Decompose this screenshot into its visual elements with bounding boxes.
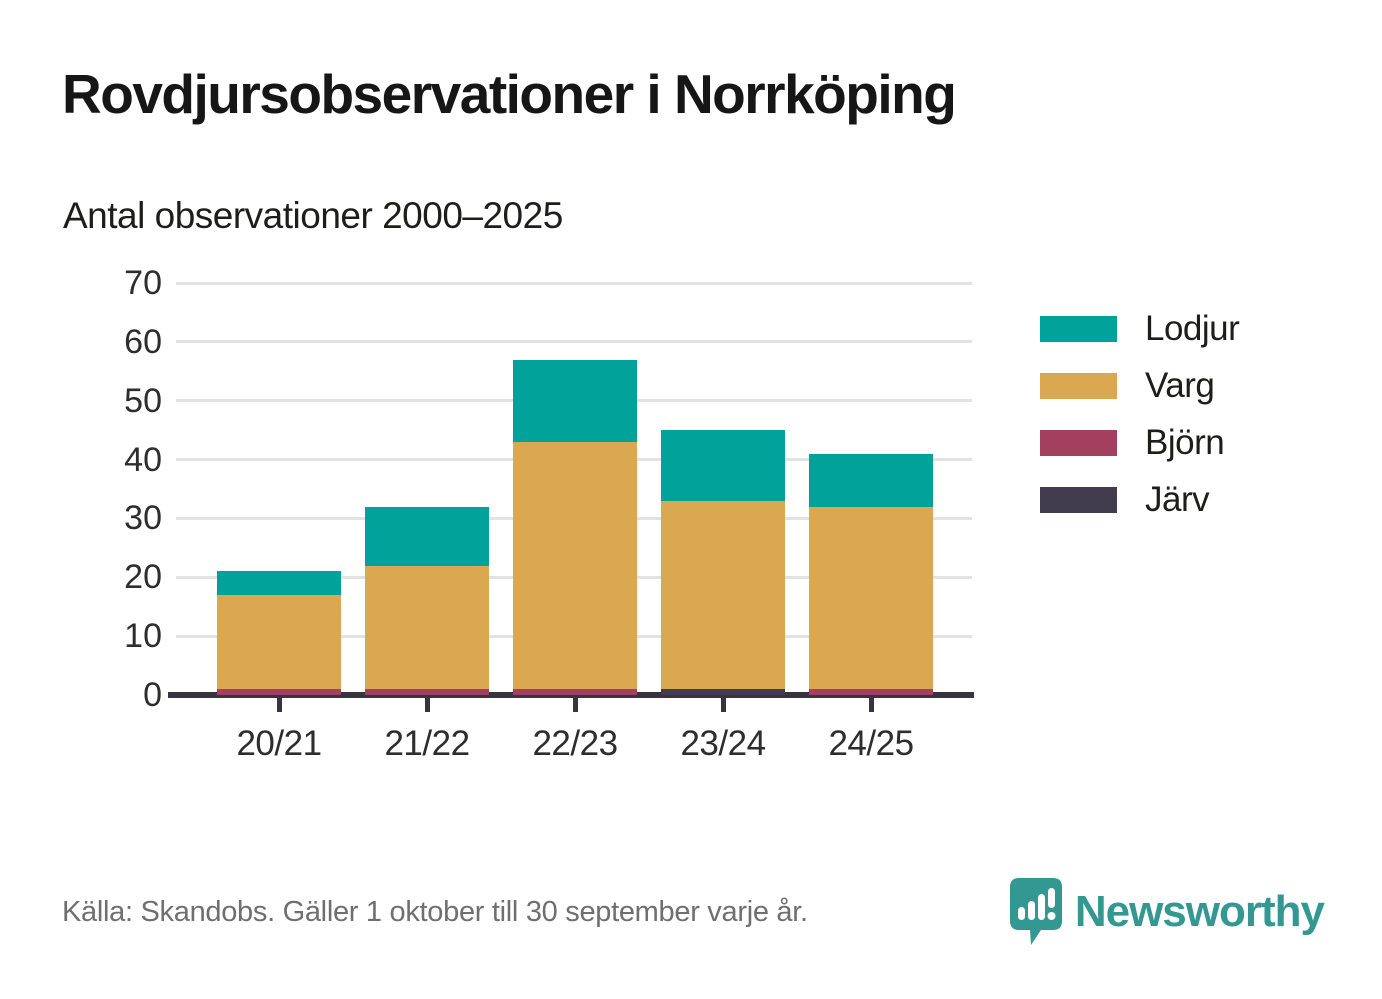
bar-segment-björn-24/25 [809,689,933,695]
x-tick-label-20/21: 20/21 [236,724,322,763]
y-tick-label-0: 0 [143,676,162,714]
y-tick-label-70: 70 [124,264,162,302]
legend-label-lodjur: Lodjur [1145,308,1240,348]
bars [176,283,974,695]
x-tick-23/24 [720,698,726,712]
newsworthy-logo: Newsworthy [1009,878,1325,946]
footer: Källa: Skandobs. Gäller 1 oktober till 3… [62,878,1325,946]
bar-segment-varg-20/21 [217,594,341,690]
legend-item-varg: Varg [1040,366,1239,405]
x-tick-24/25 [868,698,874,712]
bar-segment-björn-21/22 [365,689,489,695]
y-axis: 0 10 20 30 40 50 60 70 [98,266,176,712]
bar-segment-varg-22/23 [513,441,637,690]
x-cell-21/22: 21/22 [365,698,489,764]
legend-swatch-lodjur [1040,315,1117,342]
chart: 0 10 20 30 40 50 60 70 20/21 21/22 22/23 23/24 24/2… [98,266,1240,764]
y-tick-label-40: 40 [124,440,162,479]
x-tick-label-24/25: 24/25 [828,724,914,763]
bar-segment-varg-21/22 [365,565,489,690]
bar-segment-lodjur-22/23 [513,359,637,442]
legend-item-lodjur: Lodjur [1040,308,1240,348]
bar-segment-järv-23/24 [661,689,785,695]
bar-segment-björn-22/23 [513,689,637,695]
y-tick-label-50: 50 [124,381,162,420]
gridline-y70 [176,281,972,285]
x-axis: 20/21 21/22 22/23 23/24 24/25 [176,698,974,764]
x-cell-22/23: 22/23 [513,698,637,764]
chart-subtitle: Antal observationer 2000–2025 [63,195,563,236]
legend-swatch-björn [1040,429,1117,456]
gridline-y60 [176,340,972,344]
x-cell-24/25: 24/25 [809,698,933,764]
bar-segment-lodjur-20/21 [217,571,341,595]
legend-label-järv: Järv [1145,479,1210,519]
x-tick-label-21/22: 21/22 [384,724,470,763]
plot-column: 20/21 21/22 22/23 23/24 24/25 [168,281,974,764]
bar-segment-varg-23/24 [661,500,785,690]
legend-label-varg: Varg [1145,365,1215,405]
stacked-bar-24/25 [809,453,933,695]
x-tick-20/21 [276,698,282,712]
bar-segment-björn-20/21 [217,689,341,695]
legend-item-järv: Järv [1040,480,1239,519]
stacked-bar-21/22 [365,506,489,695]
x-cell-23/24: 23/24 [661,698,785,764]
x-tick-21/22 [424,698,430,712]
bar-segment-lodjur-24/25 [809,453,933,507]
newsworthy-bubble-chart-icon [1009,878,1062,945]
stacked-bar-22/23 [513,359,637,695]
legend-swatch-järv [1040,486,1117,513]
x-tick-label-23/24: 23/24 [680,724,766,763]
y-tick-label-10: 10 [124,617,162,656]
legend-swatch-varg [1040,372,1117,399]
bar-segment-lodjur-23/24 [661,430,785,501]
legend-label-björn: Björn [1145,422,1225,462]
plot-area [168,281,974,698]
x-tick-22/23 [572,698,578,712]
stacked-bar-20/21 [217,571,341,695]
stacked-bar-23/24 [661,430,785,695]
chart-title: Rovdjursobservationer i Norrköping [62,63,957,125]
x-cell-20/21: 20/21 [217,698,341,764]
x-axis-line [168,692,974,698]
y-tick-label-30: 30 [124,499,162,538]
newsworthy-wordmark: Newsworthy [1074,887,1325,936]
source-note: Källa: Skandobs. Gäller 1 oktober till 3… [62,895,808,928]
x-tick-label-22/23: 22/23 [532,724,618,763]
y-tick-label-20: 20 [124,558,162,597]
bar-segment-varg-24/25 [809,506,933,690]
legend: Lodjur Varg Björn Järv [1040,308,1240,519]
bar-segment-lodjur-21/22 [365,506,489,566]
legend-item-björn: Björn [1040,423,1239,462]
y-tick-label-60: 60 [124,322,162,361]
